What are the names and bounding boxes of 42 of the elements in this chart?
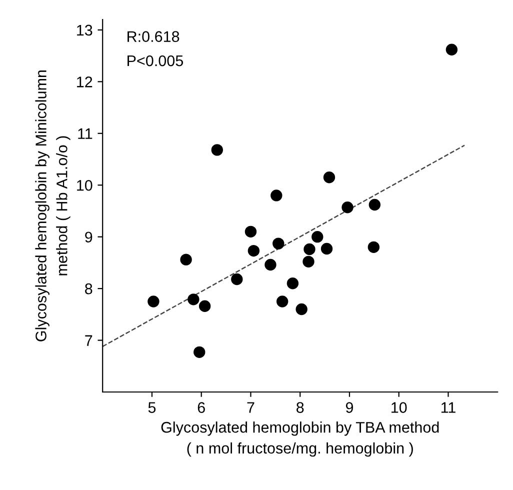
x-tick-label: 11 [441, 402, 456, 413]
point [276, 296, 288, 308]
point [244, 226, 257, 238]
point [211, 144, 223, 156]
point [248, 244, 260, 257]
y-tick-label: 13 [77, 24, 92, 36]
point [231, 273, 243, 286]
point [368, 241, 380, 254]
point [296, 303, 308, 316]
point [264, 258, 276, 271]
annotation: P<0.005 [128, 55, 184, 66]
point [302, 256, 314, 268]
point [342, 202, 354, 214]
point [446, 44, 458, 56]
x-tick-label: 7 [247, 402, 254, 413]
x-tick-label: 8 [296, 402, 304, 413]
point [286, 278, 299, 290]
point [323, 172, 336, 184]
x-tick-label: 10 [392, 402, 407, 413]
point [198, 300, 211, 312]
point [304, 243, 316, 256]
x-tick-label: 6 [198, 402, 205, 413]
y-axis-title: Glycosylated hemoglobin by Minicolumn method ( Hb A1.o/o ) [35, 70, 70, 342]
y-tick-label: 7 [85, 335, 92, 346]
y-tick-label: 10 [77, 180, 92, 191]
annotation: R:0.618 [128, 31, 180, 42]
y-tick-label: 9 [85, 232, 92, 243]
point [272, 238, 284, 250]
y-tick-label: 12 [77, 76, 92, 88]
point [312, 230, 324, 243]
point [188, 294, 200, 306]
point [320, 242, 333, 255]
point [194, 346, 206, 358]
point [368, 198, 381, 211]
x-tick-label: 5 [148, 402, 156, 413]
x-axis-title: Glycosylated hemoglobin by TBA method ( n mol fructose/mg. hemoglobin ) [161, 422, 439, 457]
point [148, 296, 160, 308]
x-tick-label: 9 [346, 402, 354, 413]
y-tick-label: 11 [78, 128, 92, 139]
point [180, 254, 192, 266]
y-tick-label: 8 [85, 283, 92, 294]
point [270, 190, 282, 202]
